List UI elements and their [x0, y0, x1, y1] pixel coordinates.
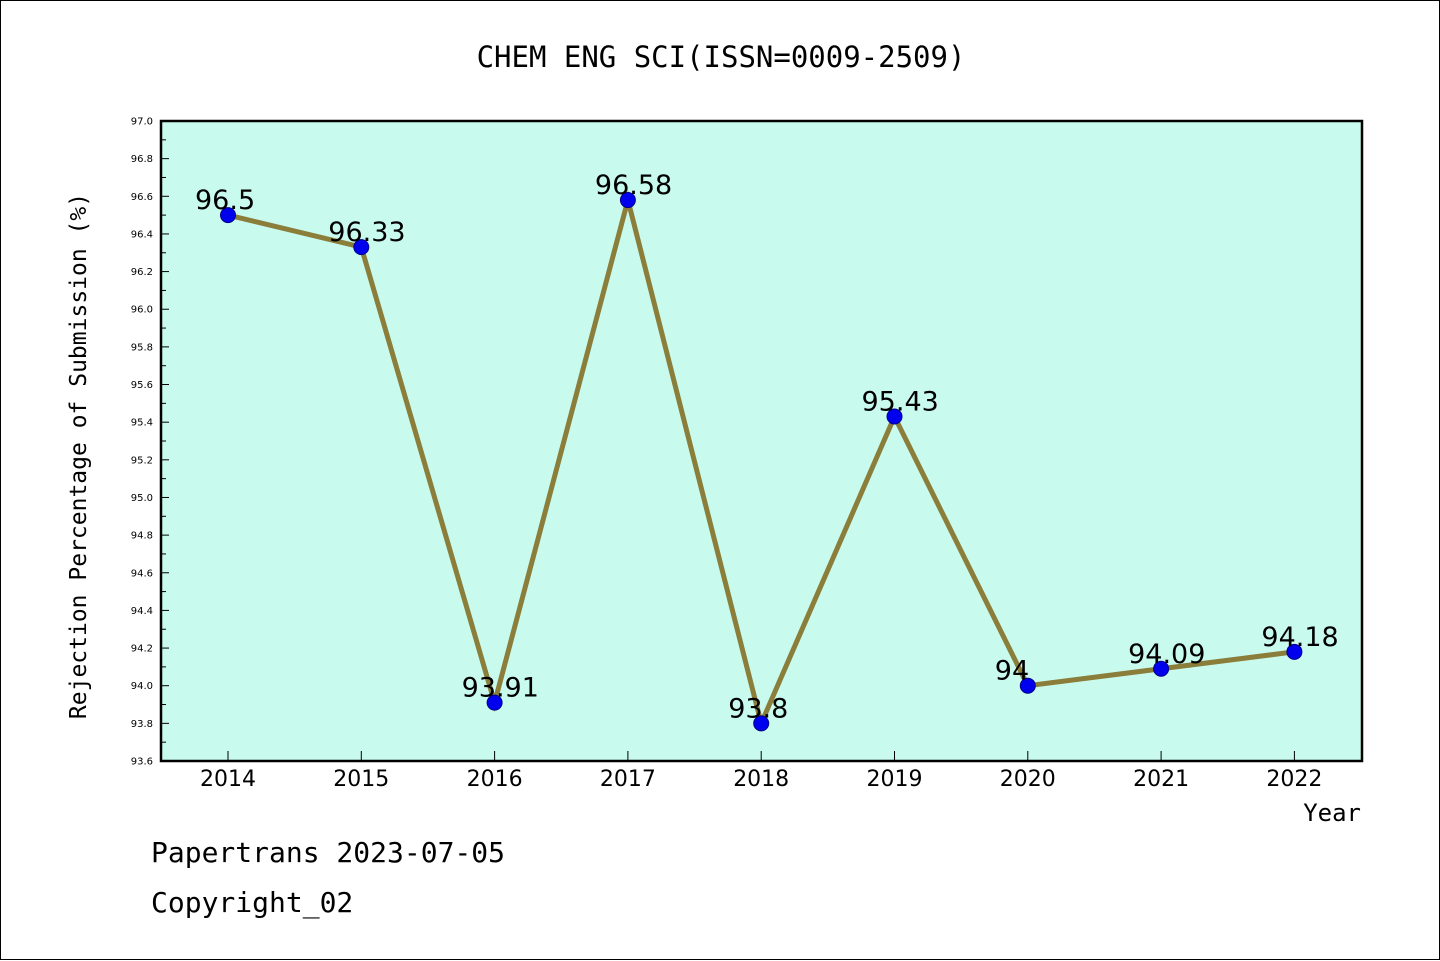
- y-tick-label: 95.6: [131, 380, 153, 391]
- series-line-group: [220, 190, 1303, 732]
- x-tick-label: 2022: [1266, 767, 1322, 792]
- data-label: 94.09: [1128, 639, 1205, 670]
- data-label: 96.33: [328, 217, 405, 248]
- x-tick-label: 2019: [867, 767, 923, 792]
- x-axis: 2014 2015 2016 2017 2018 2019 2020 2021 2022: [200, 751, 1322, 792]
- y-tick-label: 96.8: [131, 154, 153, 165]
- y-axis-label: Rejection Percentage of Submission (%): [66, 193, 92, 719]
- y-tick-label: 95.8: [131, 342, 153, 353]
- y-tick-label: 96.0: [131, 305, 153, 316]
- y-tick-label: 95.2: [131, 455, 153, 466]
- data-point: [1286, 643, 1303, 660]
- data-point: [1019, 677, 1036, 694]
- y-tick-label: 95.4: [131, 418, 153, 429]
- data-label: 96.58: [595, 170, 672, 201]
- y-tick-label: 93.8: [131, 719, 153, 730]
- y-tick-label: 94.0: [131, 681, 153, 692]
- data-point: [220, 207, 236, 224]
- data-label: 95.43: [862, 387, 939, 418]
- y-tick-label: 96.6: [131, 192, 153, 203]
- data-point: [486, 694, 503, 711]
- data-point: [886, 408, 903, 425]
- y-tick-label: 96.2: [131, 267, 153, 278]
- y-tick-label: 96.4: [131, 229, 153, 240]
- data-point: [619, 192, 636, 209]
- x-tick-label: 2018: [733, 767, 789, 792]
- y-tick-label: 94.2: [131, 644, 153, 655]
- data-label: 94.18: [1261, 622, 1338, 653]
- y-tick-label: 94.4: [131, 606, 153, 617]
- footer-copyright: Copyright_02: [151, 886, 354, 919]
- x-tick-label: 2015: [333, 767, 389, 792]
- data-label-group: 96.5 96.33 93.91 96.58 93.8 95.43 94 94.09 94.18: [195, 170, 1339, 724]
- y-tick-label: 94.6: [131, 568, 153, 579]
- y-tick-label: 94.8: [131, 531, 153, 542]
- y-tick-label: 95.0: [131, 493, 153, 504]
- data-label: 93.91: [462, 673, 539, 704]
- footer-papertrans: Papertrans 2023-07-05: [151, 836, 506, 869]
- data-label: 96.5: [195, 185, 255, 216]
- y-tick-label: 93.6: [131, 757, 153, 768]
- plot-area: [159, 119, 1364, 763]
- x-tick-label: 2014: [200, 767, 256, 792]
- data-point: [1153, 660, 1170, 677]
- data-point: [753, 715, 770, 732]
- y-axis: 93.6 93.8 94.0 94.2 94.4 94.6 94.8 95.0 95.2 95.4…: [131, 117, 169, 768]
- x-tick-label: 2017: [600, 767, 656, 792]
- data-label: 93.8: [728, 693, 788, 724]
- x-tick-label: 2020: [1000, 767, 1056, 792]
- data-point: [353, 239, 370, 256]
- chart-title: CHEM ENG SCI(ISSN=0009-2509): [477, 40, 966, 74]
- x-tick-label: 2021: [1133, 767, 1189, 792]
- y-tick-label: 97.0: [131, 117, 153, 128]
- data-label: 94: [995, 656, 1029, 687]
- x-axis-label: Year: [1303, 799, 1361, 827]
- x-tick-label: 2016: [467, 767, 523, 792]
